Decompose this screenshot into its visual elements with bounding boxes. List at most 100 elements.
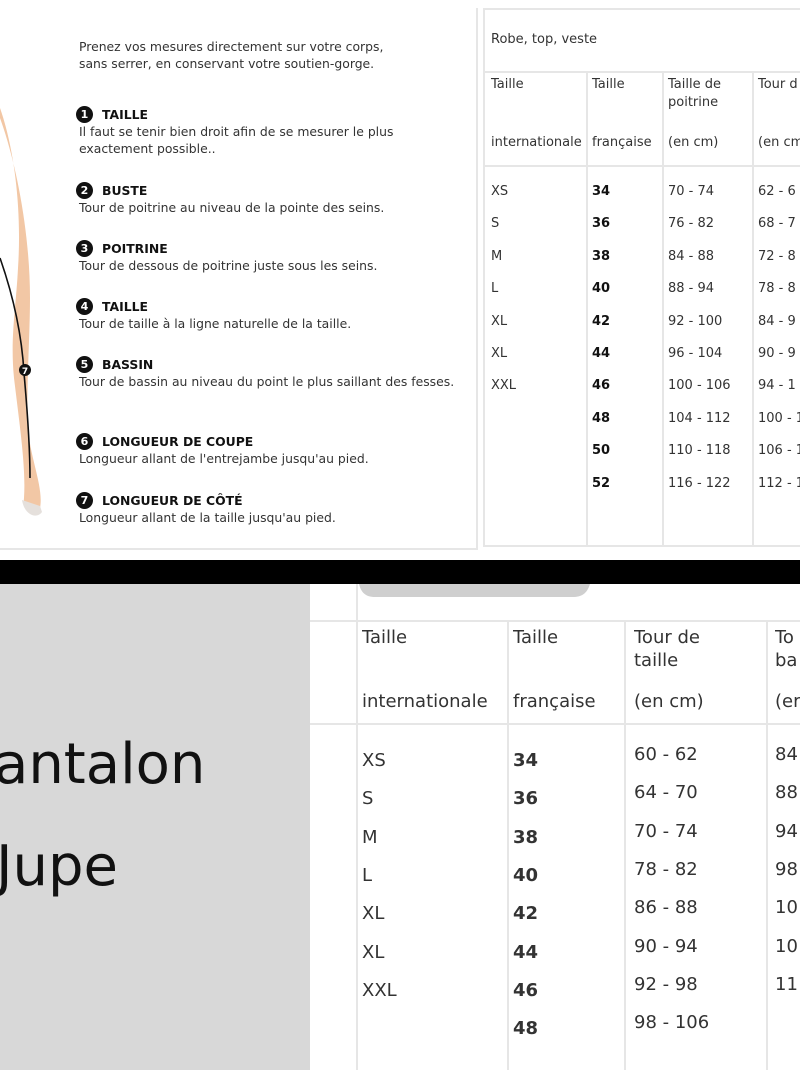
table-cell: 68 - 7 [758,216,796,232]
instruction-text: Longueur allant de la taille jusqu'au pi… [79,510,336,525]
column-header-unit: française [592,135,652,150]
table-cell: 60 - 62 [634,744,698,765]
table-cell: 38 [513,826,539,848]
intro-line: Prenez vos mesures directement sur votre… [79,39,384,54]
category-label-jupe: Jupe [0,834,119,899]
table-cell: 90 - 9 [758,346,796,361]
table-cell: 84 - 88 [668,248,715,264]
instruction-buste: 2 BUSTE Tour de poitrine au niveau de la … [76,182,466,216]
table-cell: 104 - 112 [668,410,731,426]
table-cell: 36 [513,788,539,810]
instruction-text: Tour de taille à la ligne naturelle de l… [79,316,352,331]
table-cell: M [491,248,503,264]
svg-text:7: 7 [22,367,28,377]
table-cell: 100 - 1 [758,410,800,426]
table-cell: XXL [491,378,517,394]
table-cell: 34 [592,184,611,199]
column-header-unit: (er [775,691,800,712]
column-header: Taille de poitrine [668,77,721,110]
table-cell: 46 [592,378,611,394]
instruction-title: BASSIN [102,357,154,372]
table-cell: 94 [775,820,798,842]
table-cell: 70 - 74 [634,820,698,842]
table-cell: 98 [775,858,798,880]
instruction-text: Il faut se tenir bien droit afin de se m… [79,124,394,156]
table-cell: 64 - 70 [634,782,698,804]
column-header-unit: (en cm) [634,691,704,712]
column-header: Tour d taille [758,77,800,92]
table-cell: 42 [513,903,539,925]
number-1-icon: 1 [76,106,93,123]
instruction-tour-de-taille: 4 TAILLE Tour de taille à la ligne nature… [76,298,466,332]
instruction-longueur-coupe: 6 LONGUEUR DE COUPE Longueur allant de l'… [76,433,466,467]
table-cell: 92 - 98 [634,973,698,995]
table-cell: 84 - 9 [758,313,796,329]
column-header: Taille [513,627,559,648]
table-cell: 44 [592,346,611,361]
table-cell: XS [491,184,509,199]
column-header-unit: française [513,691,596,712]
column-header: Taille [491,77,524,92]
table-cell: 88 - 94 [668,281,715,297]
table-cell: 90 - 94 [634,935,698,957]
table-cell: S [362,788,374,810]
table-cell: 88 [775,782,798,804]
instruction-title: BUSTE [102,183,148,198]
column-header-unit: (en cm [758,135,800,150]
table-cell: 112 - 1 [758,475,800,491]
table-cell: 76 - 82 [668,216,715,232]
table-cell: M [362,826,378,848]
table-cell: XL [491,346,508,361]
table-cell: 48 [513,1018,539,1040]
table-cell: 34 [513,750,539,771]
table-cell: 44 [513,941,539,963]
table-cell: 106 - 1 [758,443,800,459]
instruction-title: LONGUEUR DE CÔTÉ [102,493,243,508]
column-header: Taille [592,77,625,92]
table-cell: XL [362,941,385,963]
instruction-title: TAILLE [102,107,148,122]
table-cell: 10 [775,935,798,957]
table-cell: 94 - 1 [758,378,796,394]
separator-band [0,560,800,584]
table-cell: 48 [592,410,611,426]
column-header-unit: (en cm) [668,135,719,150]
instruction-poitrine: 3 POITRINE Tour de dessous de poitrine ju… [76,240,466,274]
table-cell: S [491,216,500,232]
table-cell: 52 [592,475,611,491]
instruction-title: LONGUEUR DE COUPE [102,434,254,449]
pantalon-jupe-section: antalon Jupe Taille internationale Taille f… [0,584,800,1070]
column-header: To ba [775,627,797,671]
column-header: Taille [362,627,408,648]
table-cell: L [491,281,499,297]
table-cell: XXL [362,979,397,1001]
table-cell: 116 - 122 [668,475,731,491]
table-cell: 38 [592,248,611,264]
table-cell: 96 - 104 [668,346,723,361]
category-label-pantalon: antalon [0,732,206,797]
intro-line: sans serrer, en conservant votre soutien… [79,56,375,71]
table-cell: 92 - 100 [668,313,723,329]
column-header-unit: internationale [362,691,488,712]
number-3-icon: 3 [76,240,93,257]
column-header: Tour de taille [634,627,700,671]
gray-tab-shape [359,584,590,597]
marker-7-icon [19,364,31,376]
instruction-bassin: 5 BASSIN Tour de bassin au niveau du poin… [76,356,466,390]
intro-text: Prenez vos mesures directement sur votre… [79,38,469,72]
table-cell: 42 [592,313,611,329]
number-4-icon: 4 [76,298,93,315]
measurement-instructions-panel: 7 Prenez vos mesures directement sur vot… [0,8,478,550]
table-cell: 40 [513,864,539,886]
table-cell: 84 [775,744,798,765]
number-7-icon: 7 [76,492,93,509]
body-figure-illustration: 7 [0,108,42,516]
measurement-guide-section: 7 Prenez vos mesures directement sur vot… [0,8,800,550]
instruction-title: POITRINE [102,241,168,256]
table-cell: 70 - 74 [668,184,715,199]
table-cell: 62 - 6 [758,184,796,199]
table-cell: 10 [775,897,798,919]
instruction-text: Longueur allant de l'entrejambe jusqu'au… [79,451,369,466]
table-cell: 46 [513,979,539,1001]
table-cell: 78 - 8 [758,281,796,297]
